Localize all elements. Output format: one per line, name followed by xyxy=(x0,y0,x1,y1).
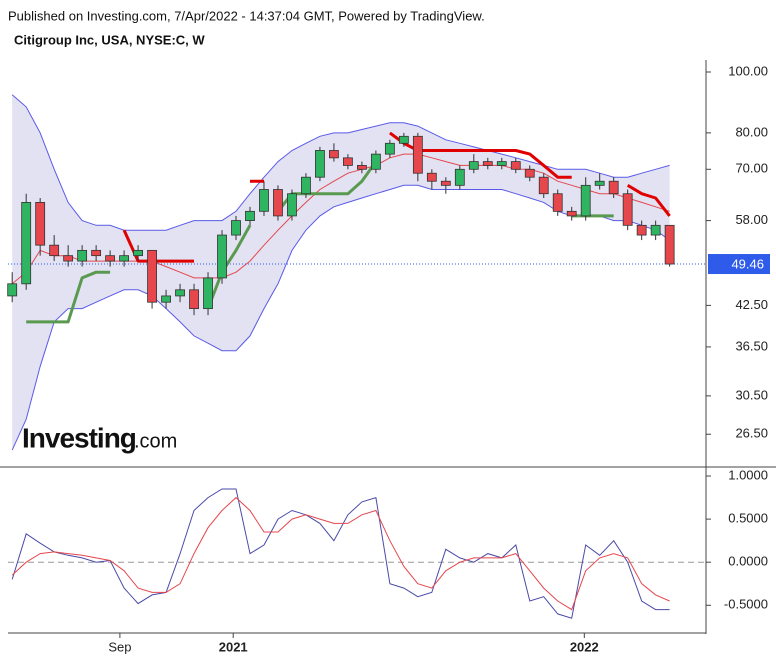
last-price-box xyxy=(708,254,770,275)
oscillator-line xyxy=(11,496,670,611)
candle-body xyxy=(510,161,521,170)
y-tick-label: -0.5000 xyxy=(724,597,768,612)
candle-body xyxy=(21,201,32,285)
candle-body xyxy=(105,255,116,262)
candle-body xyxy=(119,255,130,262)
y-tick-label: 36.50 xyxy=(735,338,768,353)
candle-body xyxy=(552,193,563,212)
y-tick-label: 1.0000 xyxy=(728,467,768,482)
candle-body xyxy=(566,210,577,217)
candle-body xyxy=(482,161,493,166)
y-tick-label: 80.00 xyxy=(735,124,768,139)
supertrend-line xyxy=(26,160,614,324)
candle-body xyxy=(245,210,255,221)
candle-body xyxy=(594,180,605,186)
candle-body xyxy=(622,193,633,226)
last-price-label: 49.46 xyxy=(731,256,764,271)
x-tick-label: 2022 xyxy=(570,639,599,654)
band-upper xyxy=(11,94,670,231)
candle-body xyxy=(524,168,535,178)
candle-body xyxy=(35,201,46,246)
logo-suffix: .com xyxy=(134,430,177,452)
candle-body xyxy=(301,176,311,195)
y-tick-label: 26.50 xyxy=(735,426,768,441)
candle-body xyxy=(664,224,675,265)
candle-body xyxy=(315,150,325,178)
candle-body xyxy=(426,172,437,182)
candle-body xyxy=(77,249,88,262)
y-tick-label: 58.00 xyxy=(735,212,768,227)
y-tick-label: 0.0000 xyxy=(728,554,768,569)
candle-body xyxy=(454,168,465,186)
candle-body xyxy=(147,249,157,303)
candle-body xyxy=(440,180,451,186)
candle-body xyxy=(650,224,661,236)
plot: 100.00 80.00 70.00 58.00 42.50 36.50 30.50 26.5… xyxy=(7,63,770,654)
candle-body xyxy=(356,165,367,170)
x-tick-label: Sep xyxy=(108,639,131,654)
y-tick-label: 42.50 xyxy=(735,297,768,312)
candle-body xyxy=(175,289,185,297)
band-lower xyxy=(11,184,670,451)
candle-body xyxy=(496,161,507,166)
candle-body xyxy=(370,153,381,170)
oscillator-line xyxy=(11,488,670,619)
candle-body xyxy=(384,142,395,155)
logo-brand: Investing xyxy=(22,422,136,453)
candle-body xyxy=(91,249,102,257)
y-tick-label: 30.50 xyxy=(735,387,768,402)
published-note: Published on Investing.com, 7/Apr/2022 -… xyxy=(8,8,485,23)
candle-body xyxy=(608,180,619,195)
y-tick-label: 70.00 xyxy=(735,161,768,176)
candle-body xyxy=(231,220,241,236)
candle-body xyxy=(412,135,423,174)
candle-body xyxy=(343,157,353,166)
y-tick-label: 0.5000 xyxy=(728,511,768,526)
candle-body xyxy=(273,189,283,217)
candle-body xyxy=(161,295,171,303)
candle-body xyxy=(329,150,339,159)
candle-body xyxy=(217,234,227,279)
candle-body xyxy=(468,161,479,170)
candle-body xyxy=(63,255,74,262)
symbol-title: Citigroup Inc, USA, NYSE:C, W xyxy=(14,32,205,47)
candle-body xyxy=(133,249,143,257)
candle-body xyxy=(259,189,269,212)
y-tick-label: 100.00 xyxy=(728,63,768,78)
candle-body xyxy=(538,176,549,195)
candle-body xyxy=(398,135,409,144)
candle-body xyxy=(287,193,297,217)
candle-body xyxy=(203,277,213,310)
candle-body xyxy=(580,184,591,217)
x-tick-label: 2021 xyxy=(219,639,248,654)
candle-body xyxy=(189,289,199,310)
candle-body xyxy=(49,244,60,257)
supertrend-line xyxy=(122,131,671,263)
candle-body xyxy=(636,224,647,236)
band-fill xyxy=(12,94,670,451)
candle-body xyxy=(7,283,18,297)
